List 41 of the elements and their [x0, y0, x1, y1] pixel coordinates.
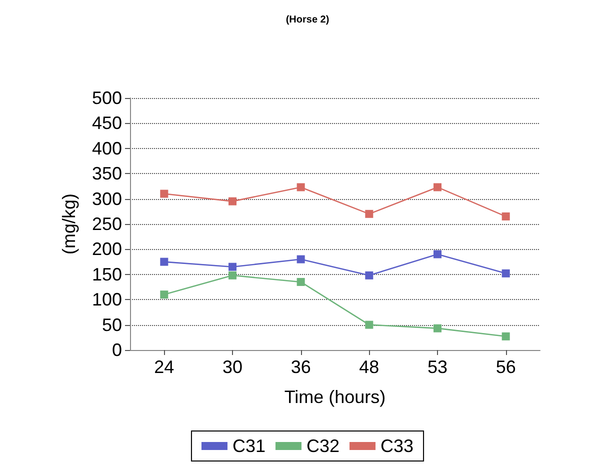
y-tick-label: 150 [92, 264, 122, 284]
y-tick-label: 500 [92, 88, 122, 108]
y-tick-label: 400 [92, 138, 122, 158]
x-tick-label: 56 [496, 357, 516, 377]
chart-title: (Horse 2) [286, 14, 330, 26]
legend-label: C33 [380, 436, 414, 456]
legend-label: C32 [306, 436, 340, 456]
point [502, 212, 510, 220]
point [434, 250, 442, 258]
point [434, 183, 442, 192]
point [365, 271, 374, 280]
x-tick-label: 53 [427, 357, 448, 377]
point [296, 278, 305, 286]
x-axis-title: Time (hours) [284, 387, 386, 407]
point [296, 255, 305, 264]
y-tick-label: 350 [92, 164, 122, 184]
y-tick-label: 100 [92, 290, 122, 310]
point [228, 262, 236, 271]
y-tick-label: 0 [112, 340, 122, 360]
y-tick-label: 50 [102, 314, 122, 335]
y-tick-label: 200 [92, 239, 122, 260]
y-axis-title: (mg/kg) [59, 193, 79, 255]
y-tick-label: 450 [92, 113, 122, 134]
legend-label: C31 [232, 436, 266, 456]
x-tick-label: 24 [154, 357, 174, 377]
point [160, 290, 168, 299]
x-tick-label: 48 [359, 357, 380, 377]
x-tick-label: 30 [222, 357, 243, 377]
point [160, 190, 168, 198]
point [434, 324, 442, 332]
point [228, 197, 236, 206]
point [365, 210, 374, 218]
point [365, 320, 374, 329]
x-tick-label: 36 [290, 357, 311, 377]
y-tick-label: 250 [92, 214, 122, 234]
point [160, 258, 168, 266]
y-tick-label: 300 [92, 188, 122, 209]
point [228, 271, 236, 280]
point [502, 269, 510, 278]
point [502, 332, 510, 340]
point [296, 183, 305, 192]
